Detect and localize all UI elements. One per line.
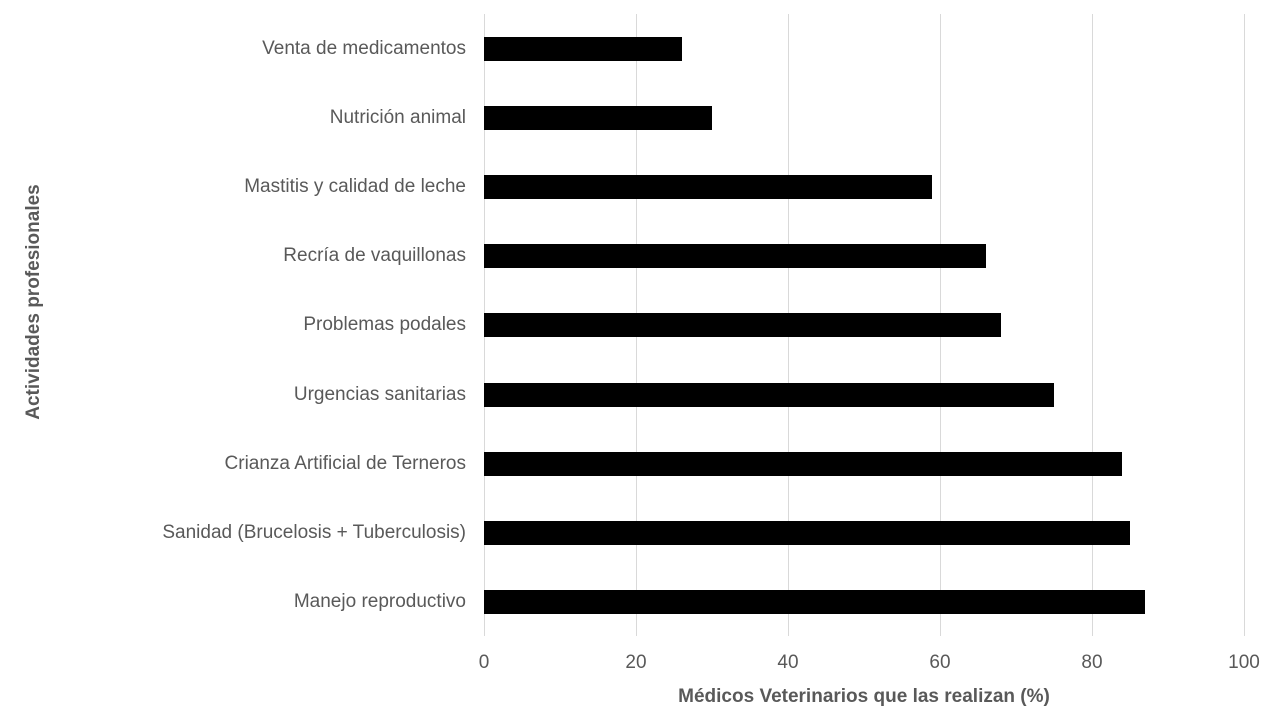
category-label: Venta de medicamentos (262, 38, 466, 59)
gridline (1244, 14, 1245, 636)
category-label: Recría de vaquillonas (283, 245, 466, 266)
bar (484, 590, 1145, 614)
x-tick-label: 100 (1228, 652, 1260, 673)
bar (484, 521, 1130, 545)
x-tick-label: 80 (1081, 652, 1103, 673)
x-tick-label: 40 (777, 652, 799, 673)
category-label: Mastitis y calidad de leche (244, 176, 466, 197)
x-tick-label: 0 (478, 652, 490, 673)
bar (484, 37, 682, 61)
gridline (1092, 14, 1093, 636)
bar (484, 244, 986, 268)
bar (484, 452, 1122, 476)
x-axis-title: Médicos Veterinarios que las realizan (%… (678, 686, 1050, 707)
bar (484, 383, 1054, 407)
category-label: Nutrición animal (329, 107, 466, 128)
category-label: Crianza Artificial de Terneros (224, 453, 466, 474)
x-tick-label: 20 (625, 652, 647, 673)
bar (484, 313, 1001, 337)
bar (484, 106, 712, 130)
bar (484, 175, 932, 199)
x-tick-label: 60 (929, 652, 951, 673)
category-label: Problemas podales (303, 314, 466, 335)
category-label: Urgencias sanitarias (293, 384, 466, 405)
y-axis-title: Actividades profesionales (23, 184, 44, 420)
category-label: Sanidad (Brucelosis + Tuberculosis) (162, 522, 466, 543)
category-label: Manejo reproductivo (293, 591, 466, 612)
